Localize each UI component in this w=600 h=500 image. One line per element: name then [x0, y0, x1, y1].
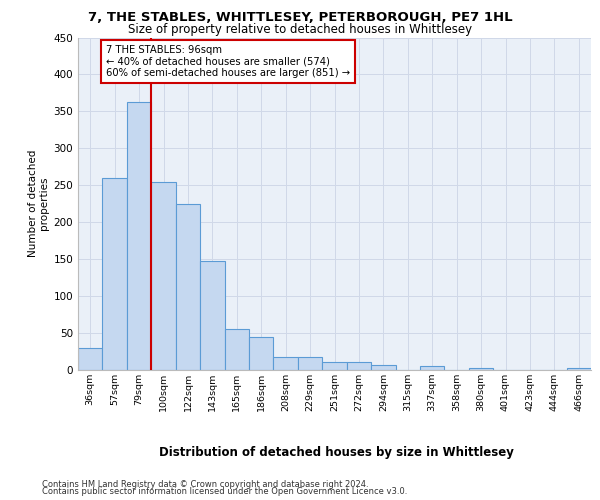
Text: Size of property relative to detached houses in Whittlesey: Size of property relative to detached ho…: [128, 22, 472, 36]
Text: Distribution of detached houses by size in Whittlesey: Distribution of detached houses by size …: [158, 446, 514, 459]
Bar: [249, 338, 274, 370]
Text: 7 THE STABLES: 96sqm
← 40% of detached houses are smaller (574)
60% of semi-deta: 7 THE STABLES: 96sqm ← 40% of detached h…: [106, 45, 350, 78]
Bar: [103, 178, 127, 370]
Text: Contains public sector information licensed under the Open Government Licence v3: Contains public sector information licen…: [42, 488, 407, 496]
Bar: [224, 328, 249, 370]
Text: 7, THE STABLES, WHITTLESEY, PETERBOROUGH, PE7 1HL: 7, THE STABLES, WHITTLESEY, PETERBOROUGH…: [88, 11, 512, 24]
Bar: [176, 204, 200, 370]
Bar: [274, 358, 298, 370]
Bar: [322, 362, 347, 370]
Bar: [420, 366, 445, 370]
Bar: [127, 102, 151, 370]
Bar: [151, 182, 176, 370]
Bar: [347, 362, 371, 370]
Text: Contains HM Land Registry data © Crown copyright and database right 2024.: Contains HM Land Registry data © Crown c…: [42, 480, 368, 489]
Bar: [200, 262, 224, 370]
Bar: [566, 368, 591, 370]
Bar: [469, 368, 493, 370]
Bar: [371, 365, 395, 370]
Bar: [78, 348, 103, 370]
Bar: [298, 358, 322, 370]
Y-axis label: Number of detached
properties: Number of detached properties: [28, 150, 49, 258]
